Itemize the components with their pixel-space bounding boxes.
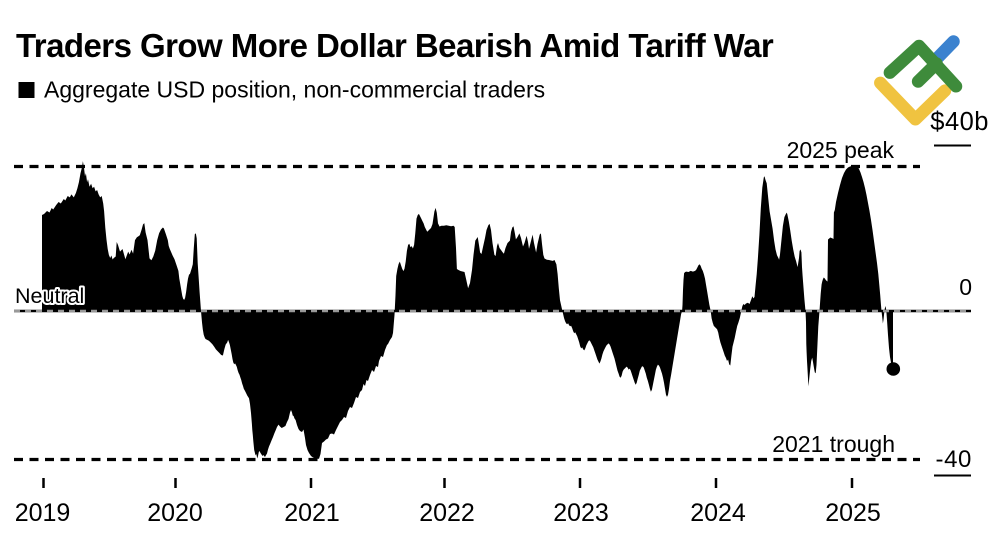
svg-text:2023: 2023	[553, 499, 609, 527]
svg-text:2021: 2021	[284, 499, 340, 527]
svg-text:2022: 2022	[419, 499, 475, 527]
svg-text:Traders Grow More Dollar Beari: Traders Grow More Dollar Bearish Amid Ta…	[16, 27, 774, 64]
svg-text:2021 trough: 2021 trough	[772, 431, 895, 457]
svg-text:2025: 2025	[825, 499, 881, 527]
svg-text:2025 peak: 2025 peak	[787, 137, 895, 163]
svg-text:$40b: $40b	[930, 108, 989, 136]
svg-text:Aggregate USD position, non-co: Aggregate USD position, non-commercial t…	[44, 77, 545, 103]
svg-text:2020: 2020	[147, 499, 203, 527]
svg-text:2019: 2019	[15, 499, 71, 527]
svg-text:0: 0	[959, 274, 972, 300]
svg-text:-40: -40	[936, 446, 973, 473]
svg-text:2024: 2024	[690, 499, 746, 527]
svg-text:Neutral: Neutral	[15, 284, 84, 308]
